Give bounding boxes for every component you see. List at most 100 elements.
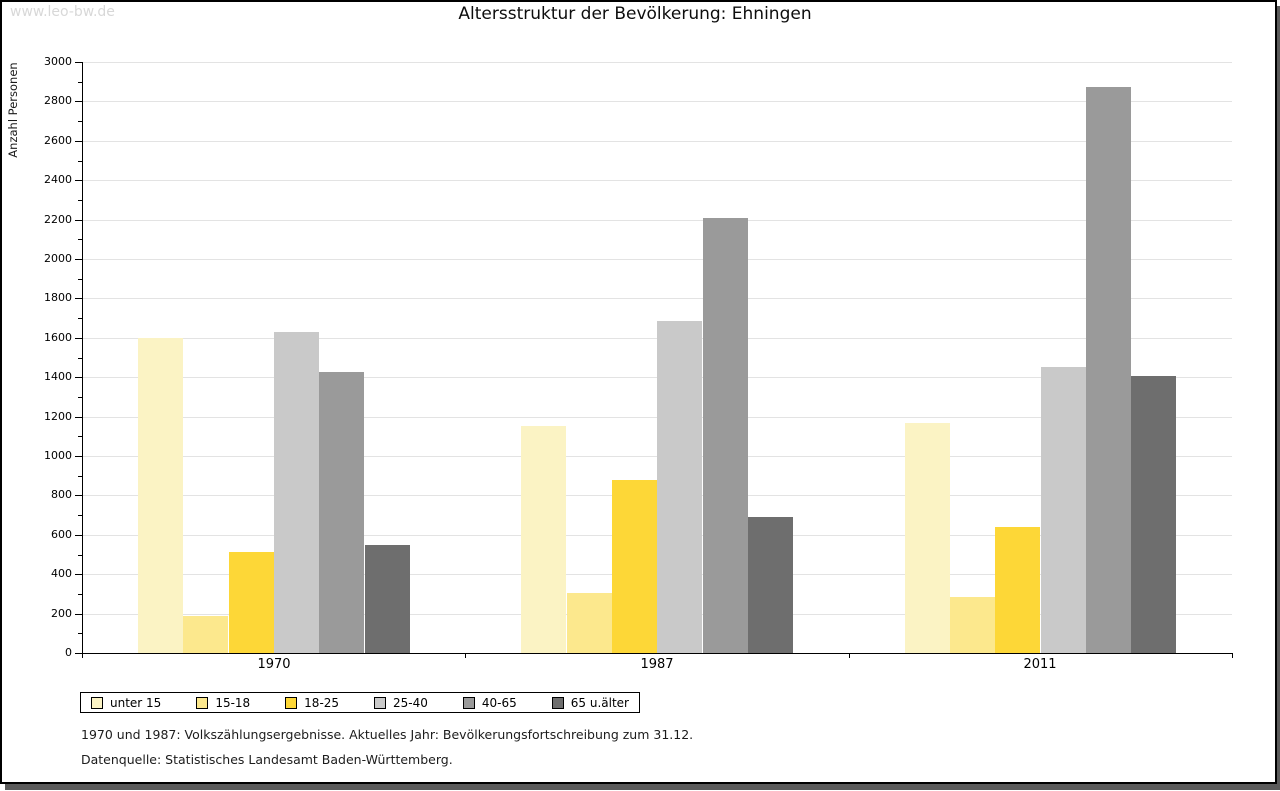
- y-major-tick-1600: [75, 338, 82, 339]
- y-minor-tick-2500: [78, 161, 82, 162]
- bar-unter-15-1970: [138, 338, 183, 653]
- legend-item-65-u-lter: 65 u.älter: [551, 695, 629, 710]
- legend-label-65-u-lter: 65 u.älter: [570, 695, 629, 710]
- y-major-tick-3000: [75, 62, 82, 63]
- x-axis-line: [82, 653, 1233, 654]
- legend: unter 15 15-18 18-25 25-40 40-65 65 u.älter: [80, 692, 640, 713]
- bar-18-25-2011: [995, 527, 1040, 653]
- y-major-tick-600: [75, 535, 82, 536]
- y-tick-label-1400: 1400: [44, 370, 72, 383]
- legend-label-25-40: 25-40: [393, 695, 428, 710]
- y-major-tick-400: [75, 574, 82, 575]
- bar-18-25-1970: [229, 552, 274, 653]
- watermark: www.leo-bw.de: [10, 4, 115, 20]
- bar-25-40-1970: [274, 332, 319, 653]
- y-axis-label: Anzahl Personen: [6, 62, 20, 158]
- y-tick-label-2400: 2400: [44, 173, 72, 186]
- legend-swatch-65-u-lter: [551, 696, 564, 709]
- x-boundary-tick-0: [82, 653, 83, 658]
- y-major-tick-1000: [75, 456, 82, 457]
- legend-swatch-40-65: [462, 696, 475, 709]
- y-tick-label-2600: 2600: [44, 134, 72, 147]
- legend-item-unter-15: unter 15: [91, 696, 161, 710]
- legend-swatch-15-18: [196, 696, 209, 709]
- y-major-tick-1800: [75, 298, 82, 299]
- bar-unter-15-1987: [521, 426, 566, 653]
- y-major-tick-2800: [75, 101, 82, 102]
- y-major-tick-1200: [75, 417, 82, 418]
- y-tick-label-1800: 1800: [44, 291, 72, 304]
- y-major-tick-200: [75, 614, 82, 615]
- legend-label-unter-15: unter 15: [110, 695, 162, 710]
- legend-item-25-40: 25-40: [374, 696, 428, 710]
- y-minor-tick-2700: [78, 121, 82, 122]
- y-major-tick-2400: [75, 180, 82, 181]
- y-tick-label-600: 600: [51, 528, 72, 541]
- legend-item-40-65: 40-65: [462, 695, 517, 710]
- bar-65-u-lter-1987: [748, 517, 793, 653]
- y-major-tick-1400: [75, 377, 82, 378]
- bar-40-65-1970: [319, 372, 364, 653]
- x-category-label-1987: 1987: [640, 657, 674, 672]
- bar-25-40-2011: [1041, 367, 1086, 653]
- y-minor-tick-700: [78, 515, 82, 516]
- x-category-label-1970: 1970: [257, 657, 291, 672]
- x-boundary-tick-1: [465, 653, 466, 658]
- gridline-2800: [83, 101, 1232, 102]
- footnote-data-source: Datenquelle: Statistisches Landesamt Bad…: [81, 752, 453, 767]
- y-minor-tick-1700: [78, 318, 82, 319]
- bar-65-u-lter-1970: [365, 545, 410, 653]
- legend-label-18-25: 18-25: [304, 695, 340, 710]
- chart-title: Altersstruktur der Bevölkerung: Ehningen: [458, 4, 812, 24]
- bar-15-18-1987: [567, 593, 612, 653]
- bar-15-18-1970: [183, 616, 228, 653]
- y-axis-line: [82, 62, 83, 654]
- y-minor-tick-1300: [78, 397, 82, 398]
- y-minor-tick-1100: [78, 436, 82, 437]
- y-tick-label-1000: 1000: [44, 449, 72, 462]
- y-tick-label-3000: 3000: [44, 55, 72, 68]
- legend-swatch-unter-15: [91, 696, 103, 709]
- legend-swatch-18-25: [285, 696, 298, 709]
- y-tick-label-200: 200: [51, 607, 72, 620]
- y-major-tick-800: [75, 495, 82, 496]
- y-minor-tick-900: [78, 476, 82, 477]
- legend-swatch-25-40: [374, 696, 387, 709]
- legend-item-18-25: 18-25: [285, 696, 339, 710]
- gridline-2600: [83, 141, 1232, 142]
- x-category-label-2011: 2011: [1023, 657, 1057, 672]
- bar-unter-15-2011: [905, 423, 950, 653]
- y-tick-label-2800: 2800: [44, 94, 72, 107]
- bar-18-25-1987: [612, 480, 657, 653]
- y-tick-label-800: 800: [51, 488, 72, 501]
- bar-40-65-1987: [703, 218, 748, 653]
- x-boundary-tick-3: [1232, 653, 1233, 658]
- y-tick-label-0: 0: [65, 646, 72, 659]
- bar-65-u-lter-2011: [1131, 376, 1176, 653]
- bar-25-40-1987: [657, 321, 702, 653]
- gridline-3000: [83, 62, 1232, 63]
- bar-15-18-2011: [950, 597, 995, 653]
- y-major-tick-2200: [75, 220, 82, 221]
- legend-item-15-18: 15-18: [196, 696, 250, 710]
- y-minor-tick-2300: [78, 200, 82, 201]
- bar-40-65-2011: [1086, 87, 1131, 653]
- legend-label-40-65: 40-65: [481, 695, 517, 710]
- y-tick-label-1200: 1200: [44, 410, 72, 423]
- footnote-source-note: 1970 und 1987: Volkszählungsergebnisse. …: [81, 727, 694, 742]
- y-minor-tick-300: [78, 594, 82, 595]
- y-major-tick-2600: [75, 141, 82, 142]
- y-minor-tick-500: [78, 555, 82, 556]
- y-tick-label-1600: 1600: [44, 331, 72, 344]
- y-minor-tick-2100: [78, 239, 82, 240]
- y-tick-label-2200: 2200: [44, 213, 72, 226]
- gridline-2400: [83, 180, 1232, 181]
- y-major-tick-0: [75, 653, 82, 654]
- y-tick-label-2000: 2000: [44, 252, 72, 265]
- x-boundary-tick-2: [849, 653, 850, 658]
- y-tick-label-400: 400: [51, 567, 72, 580]
- gridline-1800: [83, 298, 1232, 299]
- y-minor-tick-1900: [78, 279, 82, 280]
- y-major-tick-2000: [75, 259, 82, 260]
